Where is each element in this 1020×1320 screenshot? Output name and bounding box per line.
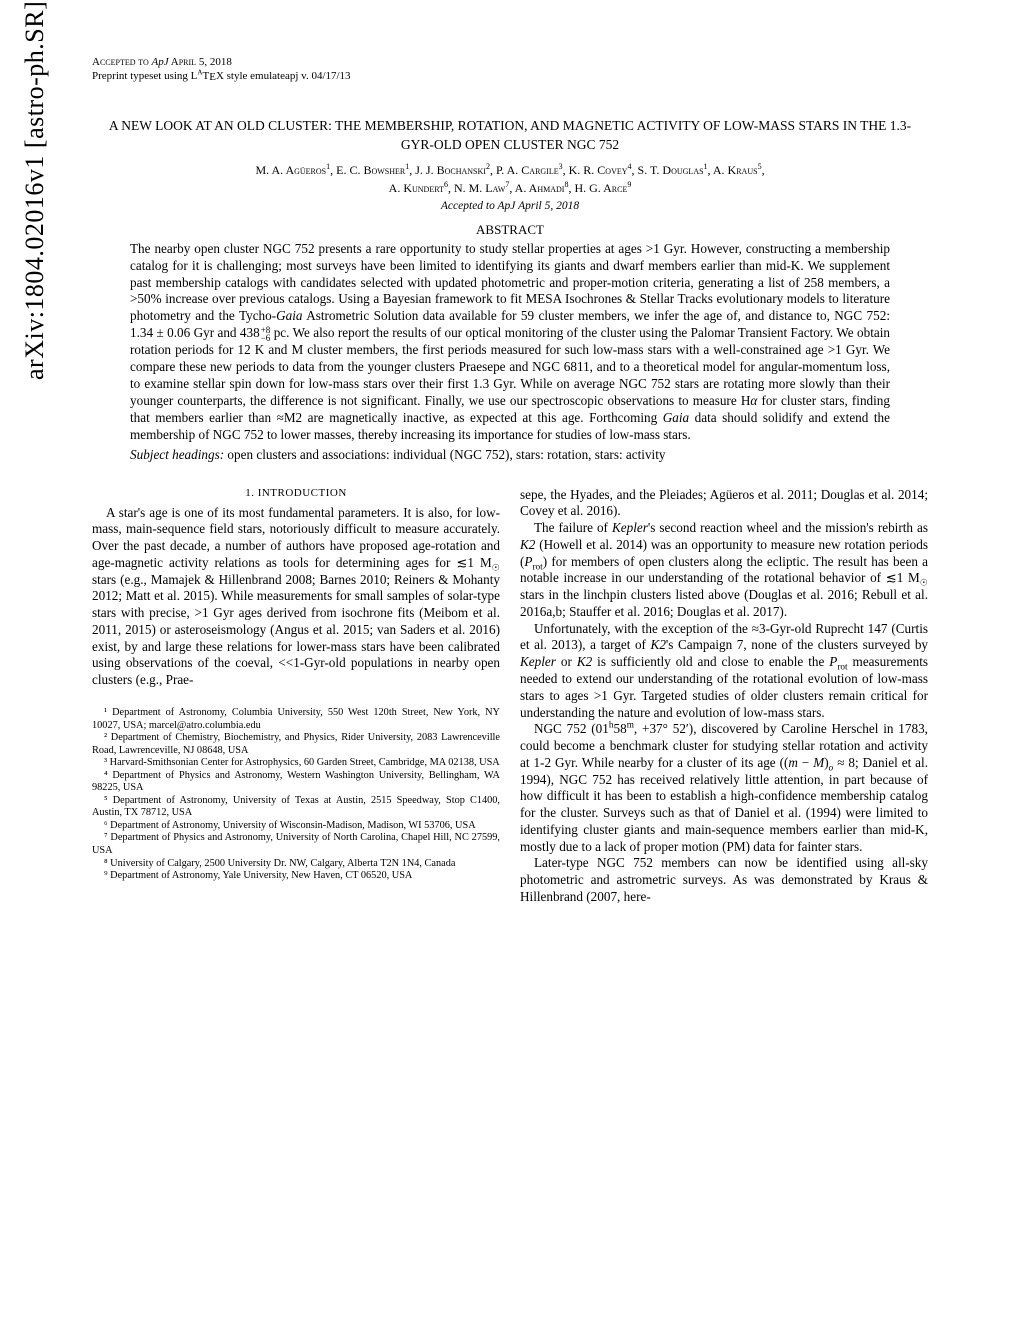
header-journal: ApJ bbox=[152, 56, 169, 68]
authors-line-1: M. A. Agüeros1, E. C. Bowsher1, J. J. Bo… bbox=[92, 161, 928, 179]
two-column-body: 1. INTRODUCTION A star's age is one of i… bbox=[92, 487, 928, 906]
subject-label: Subject headings: bbox=[130, 447, 224, 462]
arxiv-identifier: arXiv:1804.02016v1 [astro-ph.SR] 5 Apr 2… bbox=[20, 0, 50, 380]
subject-text: open clusters and associations: individu… bbox=[224, 447, 665, 462]
affiliation-6: ⁶ Department of Astronomy, University of… bbox=[92, 820, 500, 833]
affiliation-4: ⁴ Department of Physics and Astronomy, W… bbox=[92, 770, 500, 795]
affiliation-2: ² Department of Chemistry, Biochemistry,… bbox=[92, 732, 500, 757]
authors-line-2: A. Kundert6, N. M. Law7, A. Ahmadi8, H. … bbox=[92, 179, 928, 197]
intro-para-2: The failure of Kepler's second reaction … bbox=[520, 520, 928, 621]
header-accepted-prefix: Accepted to bbox=[92, 56, 152, 68]
header-typeset-c: E bbox=[209, 71, 216, 83]
intro-para-5: Later-type NGC 752 members can now be id… bbox=[520, 855, 928, 905]
intro-para-4: NGC 752 (01h58m, +37° 52′), discovered b… bbox=[520, 721, 928, 855]
affiliation-8: ⁸ University of Calgary, 2500 University… bbox=[92, 858, 500, 871]
affiliation-1: ¹ Department of Astronomy, Columbia Univ… bbox=[92, 707, 500, 732]
affiliation-9: ⁹ Department of Astronomy, Yale Universi… bbox=[92, 870, 500, 883]
affiliation-5: ⁵ Department of Astronomy, University of… bbox=[92, 795, 500, 820]
intro-para-1: A star's age is one of its most fundamen… bbox=[92, 505, 500, 689]
header-typeset-a: Preprint typeset using L bbox=[92, 70, 197, 82]
preprint-header: Accepted to ApJ April 5, 2018 Preprint t… bbox=[92, 55, 928, 84]
header-date: April 5, 2018 bbox=[169, 56, 232, 68]
intro-para-3: Unfortunately, with the exception of the… bbox=[520, 621, 928, 722]
affiliation-3: ³ Harvard-Smithsonian Center for Astroph… bbox=[92, 757, 500, 770]
header-typeset-d: X style emulateapj v. 04/17/13 bbox=[216, 70, 351, 82]
affiliation-7: ⁷ Department of Physics and Astronomy, U… bbox=[92, 832, 500, 857]
accepted-date: Accepted to ApJ April 5, 2018 bbox=[92, 200, 928, 212]
subject-headings: Subject headings: open clusters and asso… bbox=[130, 447, 890, 463]
intro-para-1-cont: sepe, the Hyades, and the Pleiades; Agüe… bbox=[520, 487, 928, 521]
left-column: 1. INTRODUCTION A star's age is one of i… bbox=[92, 487, 500, 906]
abstract-text: The nearby open cluster NGC 752 presents… bbox=[130, 241, 890, 444]
affiliations: ¹ Department of Astronomy, Columbia Univ… bbox=[92, 707, 500, 883]
author-list: M. A. Agüeros1, E. C. Bowsher1, J. J. Bo… bbox=[92, 161, 928, 197]
paper-title: A NEW LOOK AT AN OLD CLUSTER: THE MEMBER… bbox=[92, 116, 928, 155]
title-block: A NEW LOOK AT AN OLD CLUSTER: THE MEMBER… bbox=[92, 116, 928, 238]
right-column: sepe, the Hyades, and the Pleiades; Agüe… bbox=[520, 487, 928, 906]
abstract-heading: ABSTRACT bbox=[92, 222, 928, 238]
section-1-heading: 1. INTRODUCTION bbox=[92, 487, 500, 501]
